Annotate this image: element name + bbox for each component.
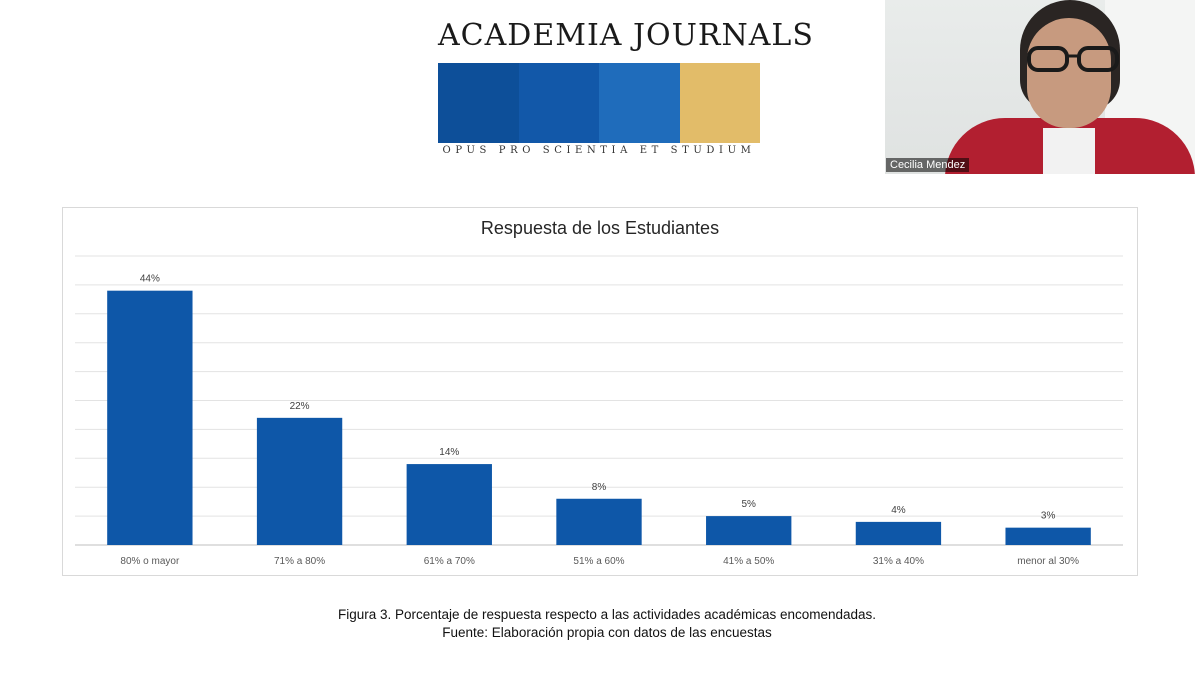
data-label: 4%	[891, 505, 906, 516]
bar-chart: 44% 80% o mayor 22% 71% a 80% 14% 61% a 70% 8%…	[75, 255, 1123, 567]
logo-band-1	[438, 63, 519, 143]
data-label: 5%	[741, 499, 756, 510]
x-tick-label: 80% o mayor	[120, 556, 180, 567]
caption-line-1: Figura 3. Porcentaje de respuesta respec…	[337, 607, 877, 622]
bar	[406, 464, 492, 545]
bar	[256, 417, 343, 545]
logo-band-4	[679, 63, 760, 143]
participant-video-tile[interactable]: Cecilia Mendez	[885, 0, 1195, 174]
logo-tagline: OPUS PRO SCIENTIA ET STUDIUM	[442, 145, 756, 156]
data-label: 22%	[290, 401, 310, 412]
academia-journals-logo: ACADEMIA JOURNALS OPUS PRO SCIENTIA ET S…	[438, 18, 814, 160]
participant-name-label: Cecilia Mendez	[886, 158, 970, 172]
logo-color-bands	[438, 63, 760, 143]
data-label: 3%	[1041, 511, 1056, 522]
caption-line-2: Fuente: Elaboración propia con datos de …	[442, 625, 772, 640]
data-label: 14%	[439, 447, 459, 458]
figure-caption: Figura 3. Porcentaje de respuesta respec…	[0, 606, 1200, 642]
bar	[706, 516, 792, 545]
data-label: 44%	[140, 274, 160, 285]
x-tick-label: 71% a 80%	[274, 556, 325, 567]
bar	[1005, 527, 1091, 545]
participant-shirt	[1043, 128, 1095, 174]
logo-band-2	[518, 63, 599, 143]
participant-glasses	[1027, 46, 1119, 72]
participant-face	[1027, 18, 1111, 128]
chart-container: Respuesta de los Estudiantes 44% 80% o ma…	[62, 207, 1138, 576]
bar	[556, 498, 642, 545]
logo-title: ACADEMIA JOURNALS	[438, 18, 814, 53]
chart-title: Respuesta de los Estudiantes	[480, 218, 720, 238]
logo-band-3	[599, 63, 680, 143]
x-tick-label: menor al 30%	[1017, 556, 1079, 567]
data-label: 8%	[592, 482, 607, 493]
x-tick-label: 31% a 40%	[873, 556, 924, 567]
x-tick-label: 61% a 70%	[424, 556, 475, 567]
bar	[855, 521, 942, 545]
bar	[107, 290, 193, 545]
x-tick-label: 51% a 60%	[573, 556, 624, 567]
x-tick-label: 41% a 50%	[723, 556, 774, 567]
